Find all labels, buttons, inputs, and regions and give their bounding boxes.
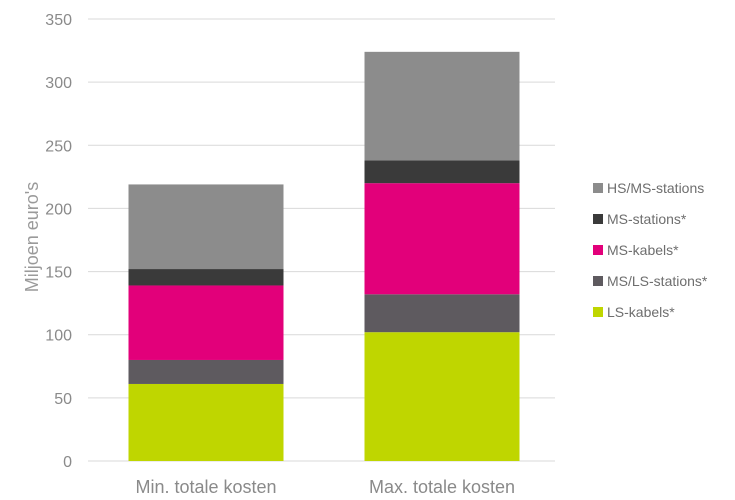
- bar-segment: [364, 160, 520, 184]
- y-axis-title: Miljoen euro's: [22, 182, 42, 293]
- y-tick-label: 350: [45, 12, 72, 29]
- bar-segment: [128, 285, 284, 360]
- bar-segment: [364, 183, 520, 295]
- legend: HS/MS-stations MS-stations* MS-kabels* MS/L…: [593, 180, 708, 320]
- legend-swatch: [593, 183, 603, 193]
- bar-segment: [128, 359, 284, 384]
- y-tick-label: 300: [45, 75, 72, 92]
- legend-label: LS-kabels*: [607, 304, 675, 320]
- legend-swatch: [593, 307, 603, 317]
- x-category-label: Max. totale kosten: [369, 477, 515, 497]
- y-tick-label: 200: [45, 201, 72, 218]
- legend-swatch: [593, 214, 603, 224]
- y-tick-label: 100: [45, 328, 72, 345]
- y-axis-ticks: 0 50 100 150 200 250 300 350: [45, 12, 72, 471]
- x-axis-categories: Min. totale kosten Max. totale kosten: [135, 477, 515, 497]
- bar-segment: [364, 294, 520, 333]
- y-tick-label: 250: [45, 138, 72, 155]
- legend-label: MS-stations*: [607, 211, 687, 227]
- legend-swatch: [593, 276, 603, 286]
- legend-label: MS-kabels*: [607, 242, 679, 258]
- y-tick-label: 0: [63, 454, 72, 471]
- y-tick-label: 50: [54, 391, 72, 408]
- y-tick-label: 150: [45, 265, 72, 282]
- x-category-label: Min. totale kosten: [135, 477, 276, 497]
- legend-label: MS/LS-stations*: [607, 273, 708, 289]
- legend-swatch: [593, 245, 603, 255]
- bar-segment: [128, 269, 284, 286]
- bar-segment: [128, 383, 284, 461]
- bar-segment: [364, 51, 520, 161]
- bar-segment: [128, 184, 284, 270]
- bar-segment: [364, 332, 520, 461]
- legend-label: HS/MS-stations: [607, 180, 704, 196]
- bars: [128, 51, 520, 461]
